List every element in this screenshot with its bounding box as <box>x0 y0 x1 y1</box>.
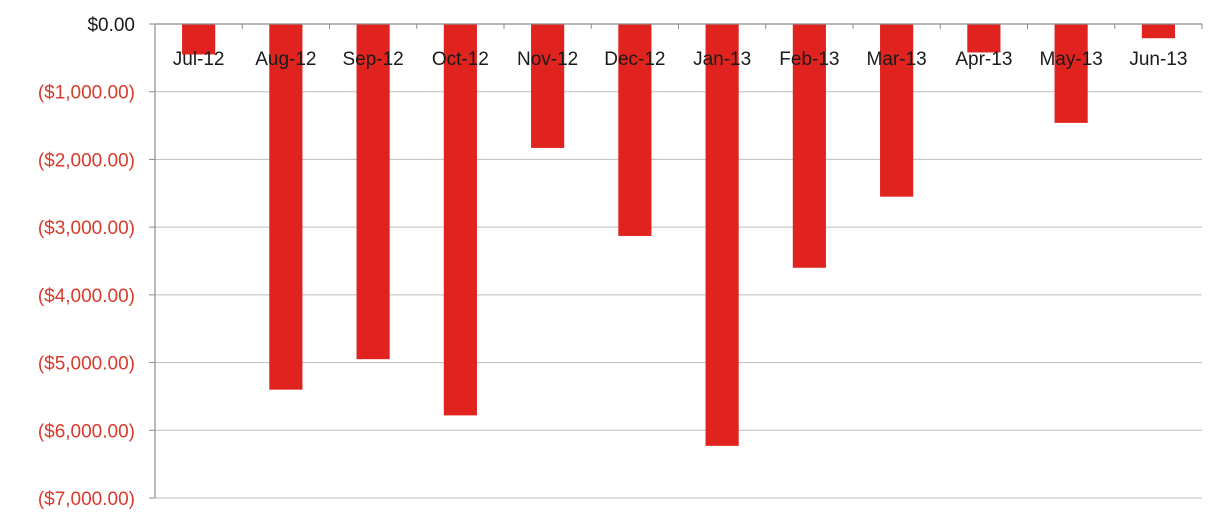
y-tick-labels: $0.00 ($1,000.00) ($2,000.00) ($3,000.00) ($… <box>38 15 135 510</box>
x-category-label: Oct-12 <box>432 49 489 70</box>
y-tick-label: ($5,000.00) <box>38 354 135 375</box>
x-category-label: Sep-12 <box>342 49 403 70</box>
y-tick-label: ($3,000.00) <box>38 218 135 239</box>
bar-sep-12 <box>356 24 390 360</box>
y-tick-label: ($7,000.00) <box>38 489 135 510</box>
axes <box>149 23 1203 499</box>
bar-dec-12 <box>618 24 652 236</box>
x-category-label: Nov-12 <box>517 49 578 70</box>
x-category-label: Jul-12 <box>173 49 225 70</box>
x-category-label: Jun-13 <box>1129 49 1187 70</box>
y-tick-label: ($1,000.00) <box>38 83 135 104</box>
x-category-label: Aug-12 <box>255 49 316 70</box>
x-category-label: Mar-13 <box>867 49 927 70</box>
gridlines <box>155 91 1202 499</box>
y-tick-label: $0.00 <box>87 15 135 36</box>
x-category-labels: Jul-12 Aug-12 Sep-12 Oct-12 Nov-12 Dec-12 Jan-… <box>173 49 1188 70</box>
x-category-label: May-13 <box>1039 49 1102 70</box>
bar-oct-12 <box>443 24 477 416</box>
y-tick-label: ($2,000.00) <box>38 150 135 171</box>
bar-may-13 <box>1054 24 1088 123</box>
y-tick-label: ($6,000.00) <box>38 421 135 442</box>
bar-feb-13 <box>792 24 826 268</box>
x-category-label: Apr-13 <box>955 49 1012 70</box>
bars <box>182 24 1175 446</box>
bar-nov-12 <box>531 24 565 148</box>
x-category-label: Jan-13 <box>693 49 751 70</box>
bar-jan-13 <box>705 24 739 446</box>
x-category-label: Feb-13 <box>779 49 839 70</box>
y-tick-label: ($4,000.00) <box>38 286 135 307</box>
bar-jun-13 <box>1141 24 1175 39</box>
bar-aug-12 <box>269 24 303 390</box>
bar-jul-12 <box>182 24 216 55</box>
bar-apr-13 <box>967 24 1001 53</box>
x-category-label: Dec-12 <box>604 49 665 70</box>
bar-mar-13 <box>880 24 914 197</box>
